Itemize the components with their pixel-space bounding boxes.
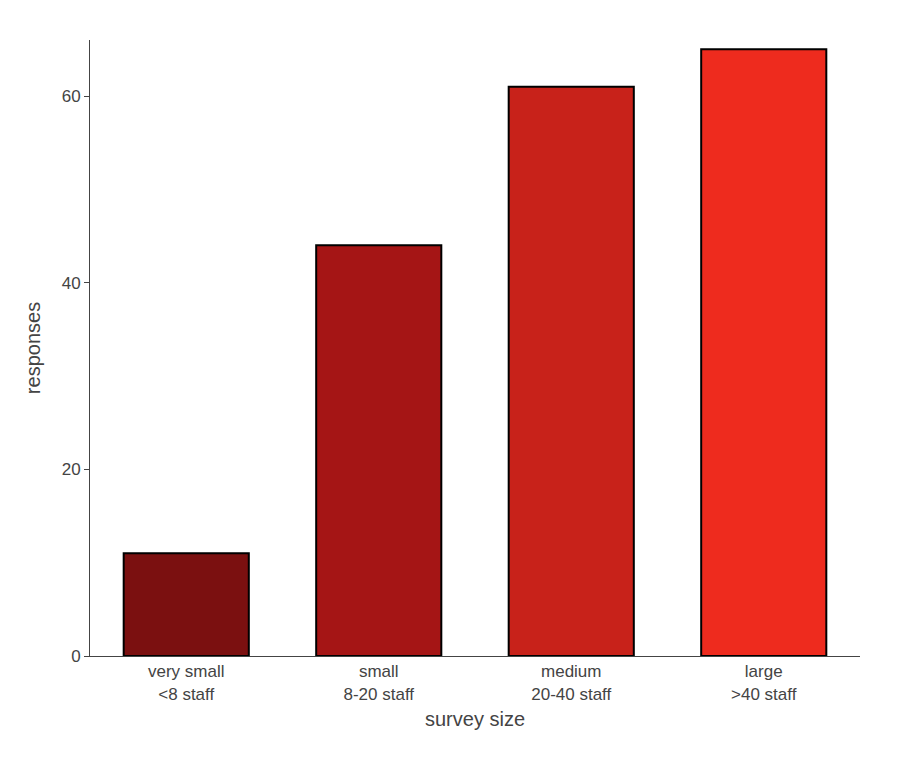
svg-text:40: 40 [62, 274, 81, 293]
svg-text:very small<8 staff: very small<8 staff [148, 662, 225, 703]
svg-text:small8-20 staff: small8-20 staff [343, 662, 414, 703]
svg-text:0: 0 [71, 647, 80, 666]
svg-text:20: 20 [62, 460, 81, 479]
svg-text:large>40 staff: large>40 staff [731, 662, 797, 703]
svg-text:medium20-40 staff: medium20-40 staff [531, 662, 611, 703]
svg-text:survey size: survey size [425, 708, 525, 730]
svg-text:60: 60 [62, 87, 81, 106]
svg-text:responses: responses [22, 302, 44, 394]
